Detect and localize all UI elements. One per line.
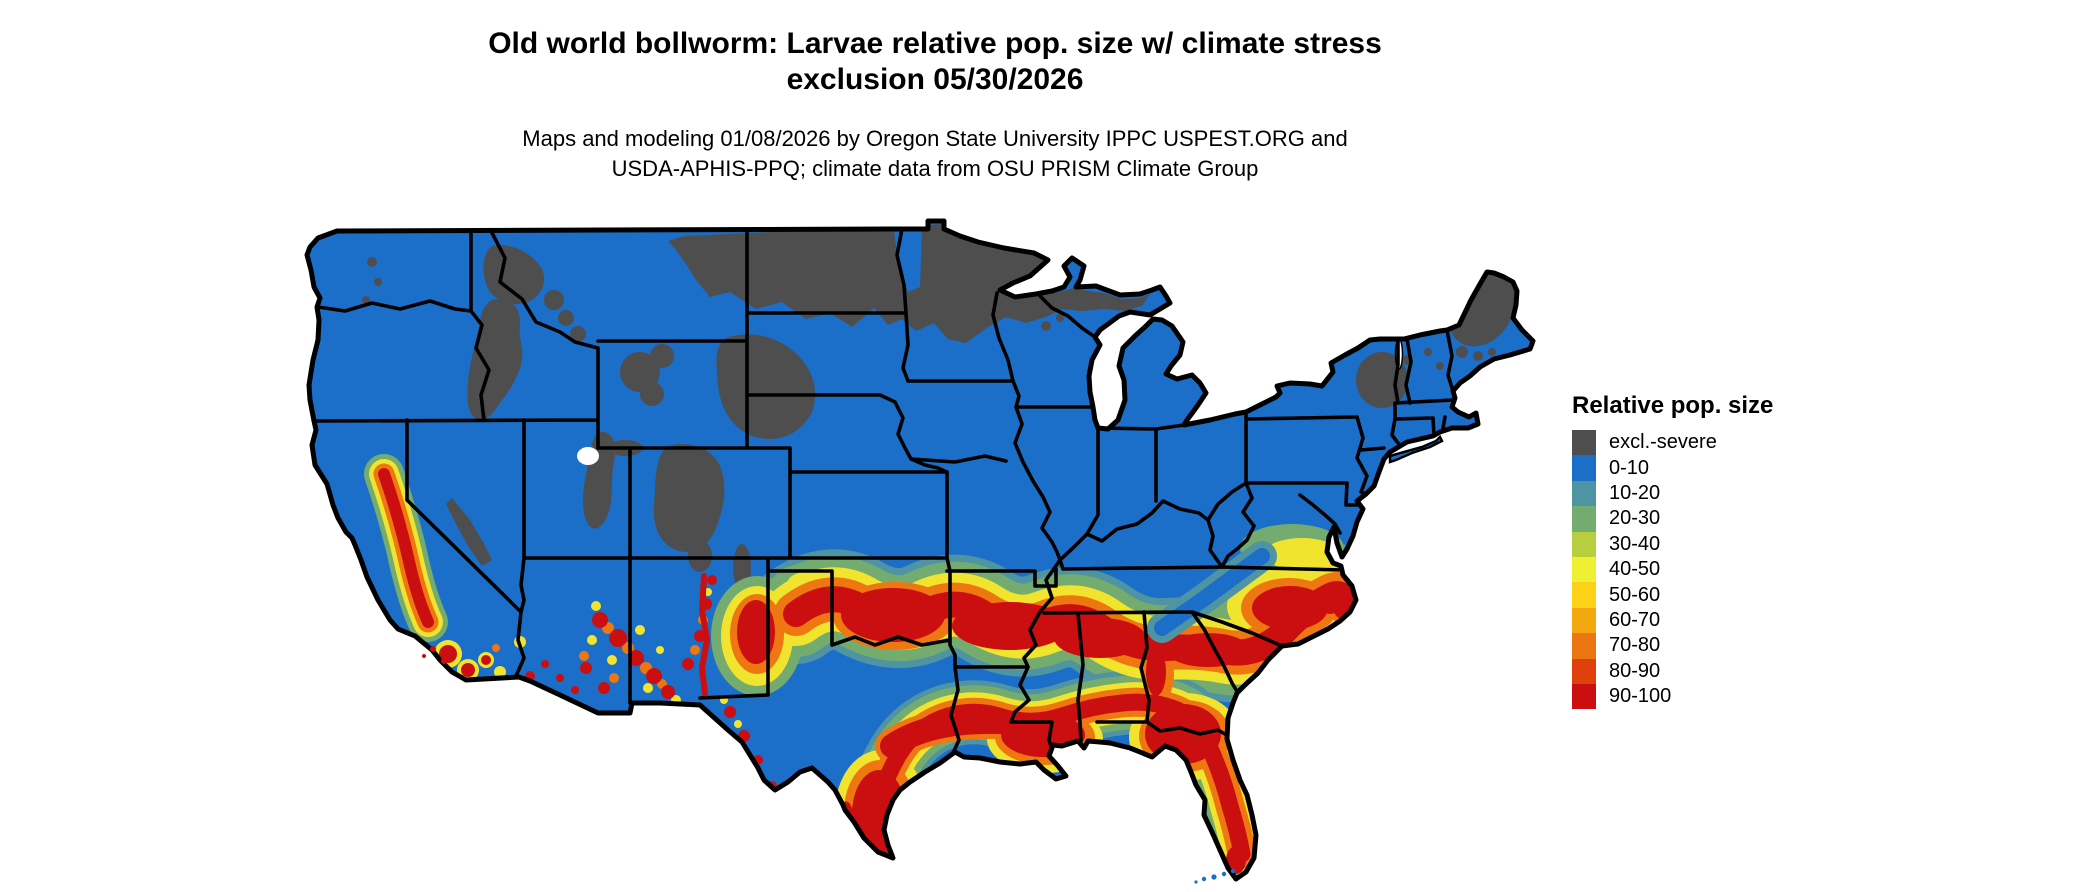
long-island xyxy=(1388,434,1444,464)
legend-swatch xyxy=(1572,582,1596,608)
legend-item-label: 20-30 xyxy=(1609,507,1661,530)
legend-item: 50-60 xyxy=(1572,582,1773,608)
legend-swatch xyxy=(1572,658,1596,684)
legend-swatch xyxy=(1572,455,1596,481)
legend-swatch xyxy=(1572,480,1596,507)
legend-swatch xyxy=(1572,607,1596,634)
legend-title: Relative pop. size xyxy=(1572,392,1774,419)
conus-outline xyxy=(304,218,1536,882)
appalachian-valley-blue-wedge xyxy=(1154,548,1270,636)
florida-keys xyxy=(1194,868,1236,884)
legend-swatch xyxy=(1572,633,1596,659)
legend-item-label: 90-100 xyxy=(1609,685,1672,708)
legend-swatch xyxy=(1572,556,1596,583)
channel-islands xyxy=(422,646,447,664)
legend-item: 20-30 xyxy=(1572,506,1773,532)
map-title: Old world bollworm: Larvae relative pop.… xyxy=(185,26,1685,98)
offshore-islands xyxy=(422,434,1444,884)
map-subtitle-line1: Maps and modeling 01/08/2026 by Oregon S… xyxy=(522,126,1348,151)
legend-item: excl.-severe xyxy=(1572,430,1773,456)
legend-item-label: 70-80 xyxy=(1609,634,1661,657)
legend-item: 30-40 xyxy=(1572,531,1773,557)
legend-item-label: 0-10 xyxy=(1609,456,1650,479)
legend-item-label: 10-20 xyxy=(1609,481,1661,504)
legend-swatch xyxy=(1572,430,1596,456)
legend-item-label: 60-70 xyxy=(1609,608,1661,631)
legend-item-label: excl.-severe xyxy=(1609,431,1717,454)
legend-item: 80-90 xyxy=(1572,658,1773,684)
legend-swatch xyxy=(1572,683,1596,710)
map-subtitle: Maps and modeling 01/08/2026 by Oregon S… xyxy=(185,124,1685,184)
map-fill-layers xyxy=(307,221,1533,879)
legend-item: 60-70 xyxy=(1572,607,1773,634)
legend-item: 90-100 xyxy=(1572,683,1773,710)
legend-swatch xyxy=(1572,506,1596,532)
legend-item-label: 40-50 xyxy=(1609,558,1661,581)
red-river-valley-blue-notch xyxy=(894,231,922,292)
legend-item: 0-10 xyxy=(1572,455,1773,481)
legend-swatch xyxy=(1572,531,1596,557)
map-title-line1: Old world bollworm: Larvae relative pop.… xyxy=(488,27,1382,60)
map-subtitle-line2: USDA-APHIS-PPQ; climate data from OSU PR… xyxy=(611,156,1259,181)
legend-item: 10-20 xyxy=(1572,480,1773,507)
legend: Relative pop. size excl.-severe 0-10 10-… xyxy=(1572,392,1774,710)
legend-item-label: 80-90 xyxy=(1609,659,1661,682)
legend-item: 40-50 xyxy=(1572,556,1773,583)
legend-item-label: 50-60 xyxy=(1609,583,1661,606)
map-population-band-layer xyxy=(364,454,1396,879)
legend-item: 70-80 xyxy=(1572,633,1773,659)
map-title-line2: exclusion 05/30/2026 xyxy=(786,63,1084,96)
legend-item-label: 30-40 xyxy=(1609,532,1661,555)
state-borders xyxy=(312,227,1455,755)
